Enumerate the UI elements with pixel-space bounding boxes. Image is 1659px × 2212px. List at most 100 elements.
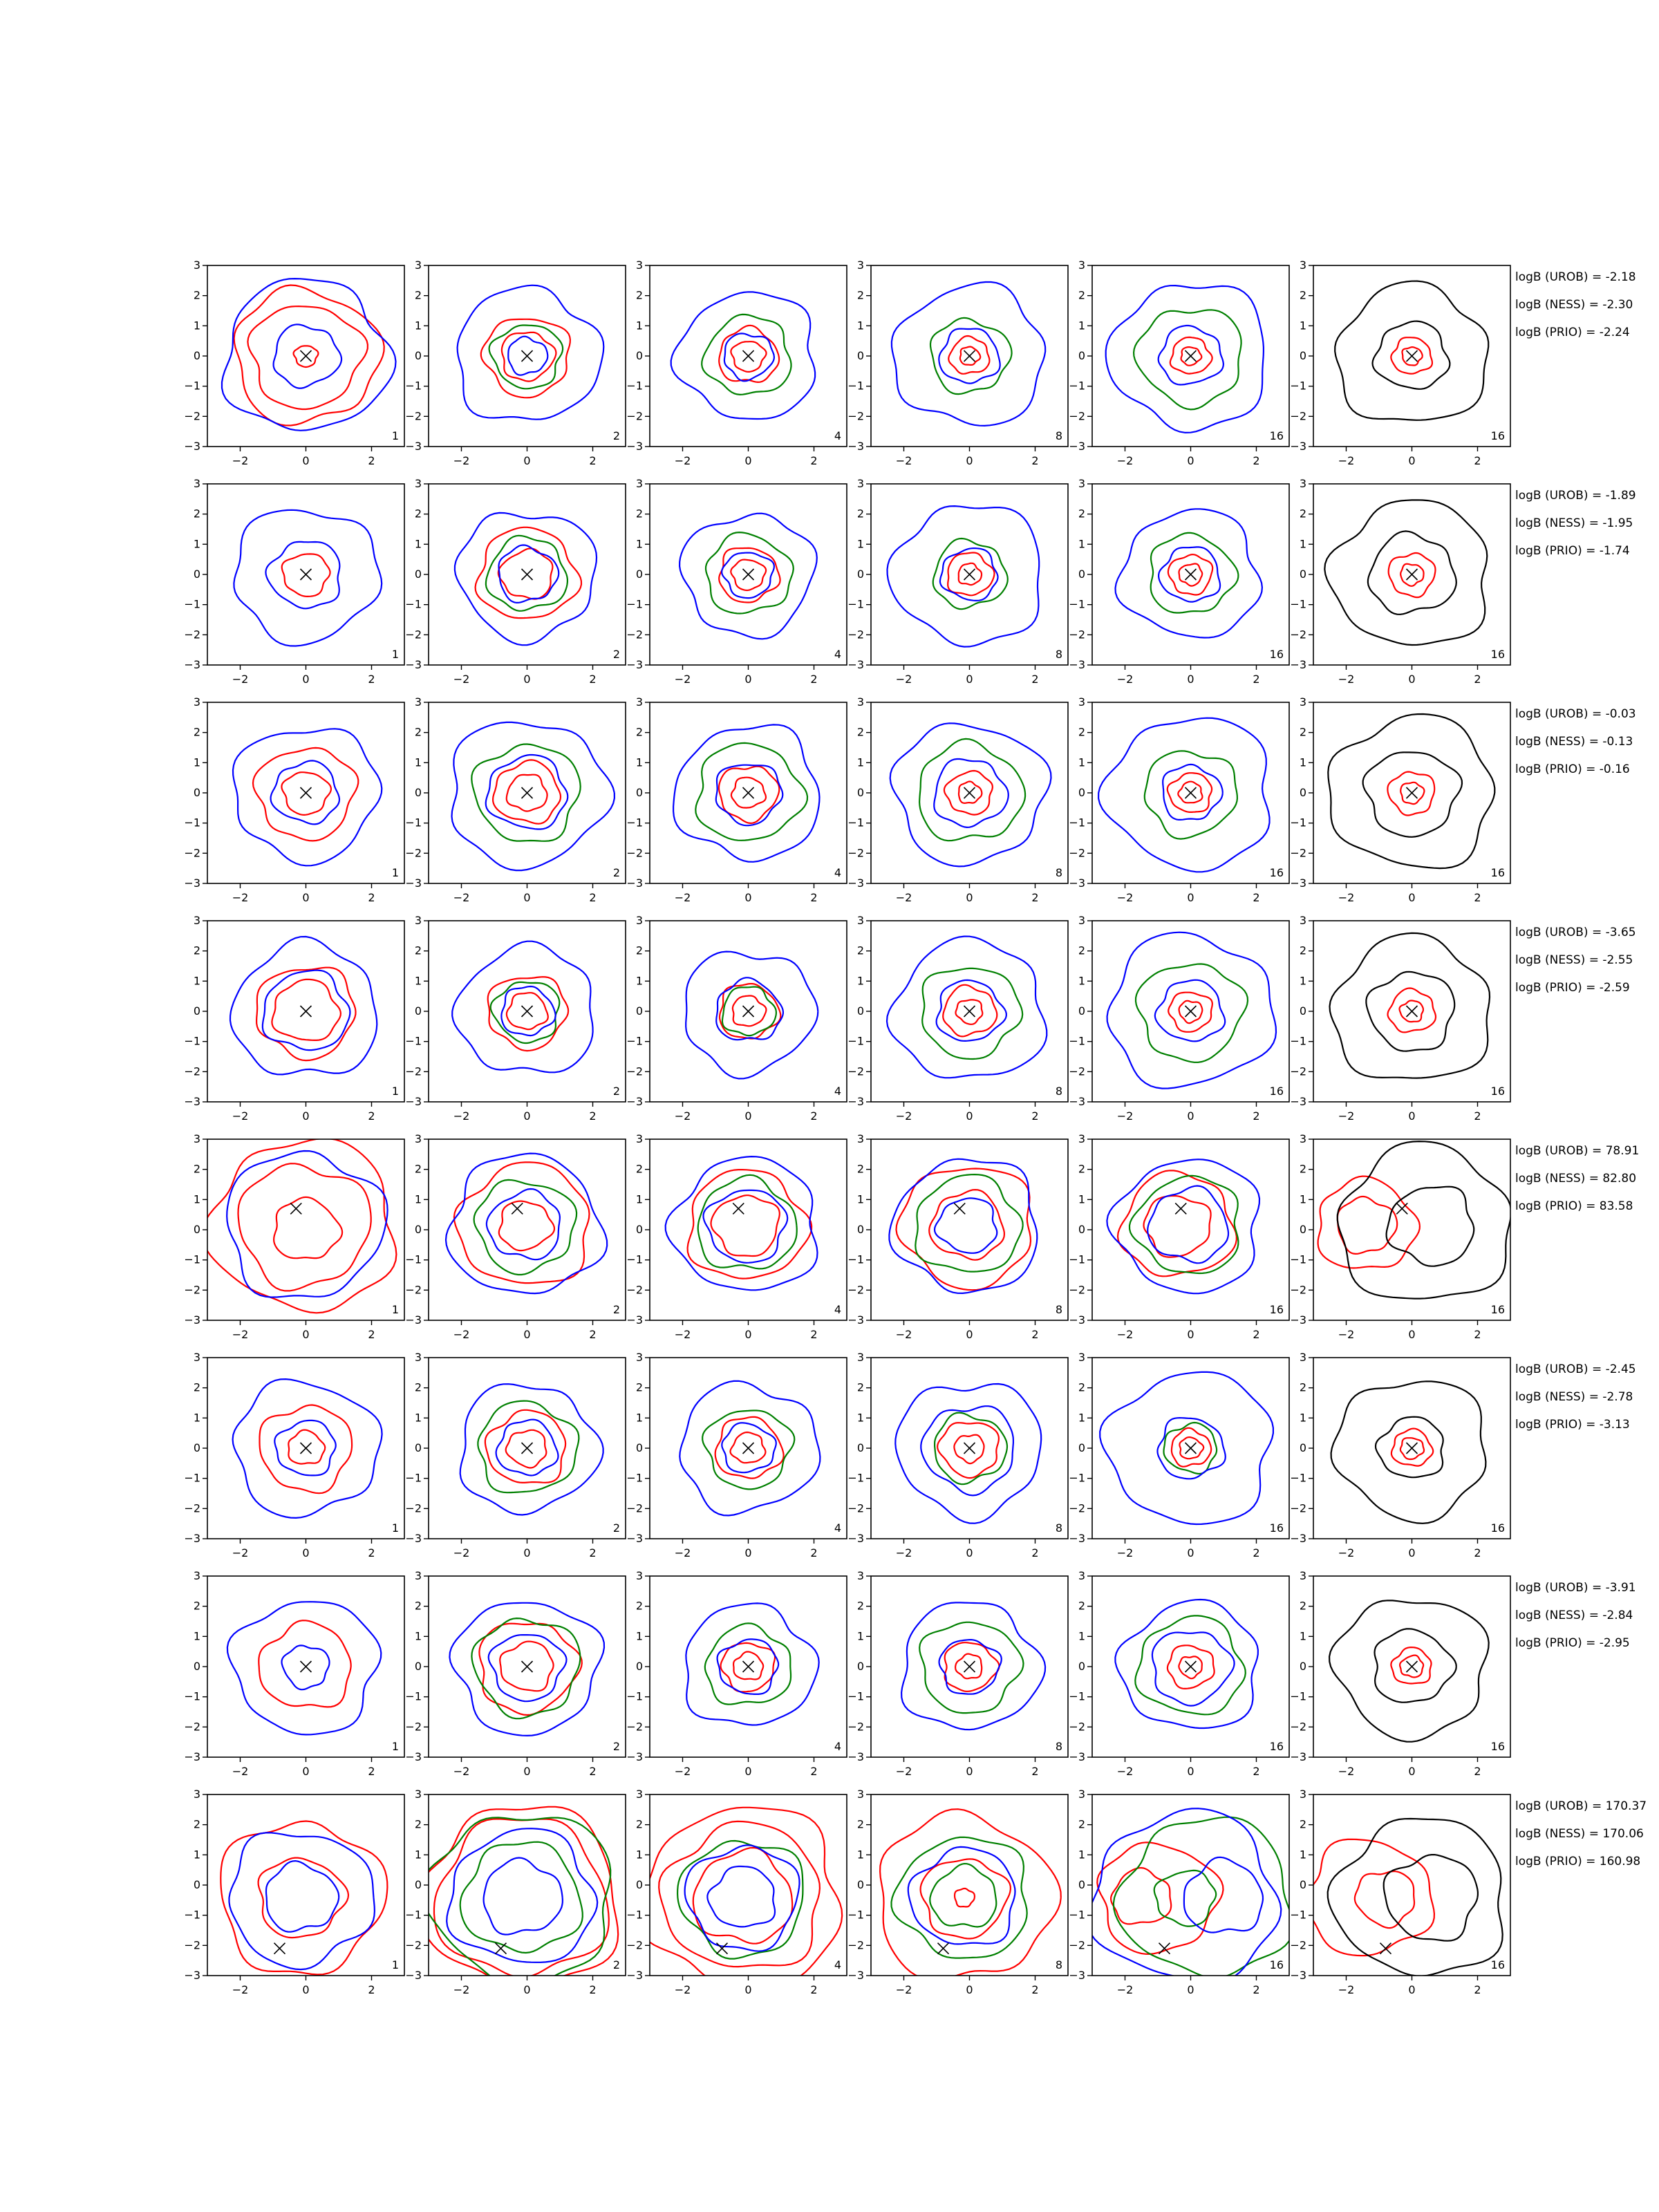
contour-blue [228,1832,376,1971]
x-tick-label: −2 [1338,1546,1355,1559]
y-tick-label: 1 [194,319,200,332]
panel-count-label: 4 [834,648,841,661]
contour-blue [933,758,1009,829]
y-tick-label: −1 [847,379,864,393]
contour-black [1365,971,1456,1052]
y-tick-label: −2 [1069,846,1085,859]
panel-count-label: 1 [392,648,399,661]
panel-count-label: 16 [1270,1085,1284,1098]
y-tick-label: −3 [184,1095,200,1108]
y-tick-label: 1 [636,319,643,332]
y-tick-label: −1 [1290,1472,1306,1485]
contour-red [1166,772,1213,813]
y-tick-label: 2 [857,1600,864,1613]
panel-count-label: 16 [1270,1958,1284,1971]
contour-blue [723,332,776,382]
center-marker [299,1442,312,1454]
contour-red [720,1642,776,1693]
y-tick-label: 1 [1078,974,1085,987]
logb-annotation: logB (UROB) = -3.65 [1515,926,1636,939]
y-tick-label: −3 [626,1095,643,1108]
y-tick-label: 2 [1078,1600,1085,1613]
panel-r2-c2: −2 0 2 −3 −2 −1 0 1 2 3 2 [405,477,626,686]
y-tick-label: −3 [1290,1532,1306,1545]
contour-red [233,284,385,427]
center-marker [1184,1660,1197,1673]
panel-r1-c5: −2 0 2 −3 −2 −1 0 1 2 3 16 [1069,259,1290,467]
y-tick-label: −3 [847,877,864,890]
panel-r6-c6: −2 0 2 −3 −2 −1 0 1 2 3 16 [1290,1351,1511,1559]
y-tick-label: 1 [1300,1629,1306,1642]
contour-red [953,1887,976,1908]
x-tick-label: 2 [810,1546,817,1559]
y-tick-label: −2 [1290,409,1306,422]
y-tick-label: 0 [415,1441,422,1454]
y-tick-label: −2 [1290,1720,1306,1733]
contour-black [1327,713,1496,870]
x-tick-label: −2 [1117,454,1134,467]
x-tick-label: 2 [1253,673,1259,686]
y-tick-label: 1 [415,974,422,987]
y-tick-label: −1 [1069,1035,1085,1048]
y-tick-label: 3 [1300,1788,1306,1801]
y-tick-label: −1 [1290,816,1306,830]
x-tick-label: 0 [302,673,309,686]
panel-count-label: 16 [1270,866,1284,879]
x-tick-label: 2 [1253,1765,1259,1778]
contour-red [718,765,780,825]
contour-lines [1106,1159,1261,1295]
contour-lines [459,1383,604,1516]
contour-red [1116,1170,1237,1277]
y-tick-label: 0 [415,786,422,799]
y-tick-label: 0 [857,1878,864,1891]
y-tick-label: 3 [1078,695,1085,709]
x-tick-label: −2 [1338,454,1355,467]
contour-red [944,1642,1000,1692]
contour-green [485,534,568,612]
center-marker [299,1005,312,1018]
x-tick-label: 2 [810,673,817,686]
x-tick-label: 0 [966,1765,973,1778]
contour-green [489,981,561,1044]
y-tick-label: −2 [847,1501,864,1515]
contour-blue [721,1422,777,1474]
x-tick-label: 0 [1408,1765,1415,1778]
contour-red [947,552,995,597]
contour-red [1353,1870,1416,1929]
center-marker [521,787,534,799]
contour-red [474,526,583,619]
y-tick-label: 1 [857,1848,864,1861]
y-tick-label: −1 [405,1690,422,1703]
panel-r1-c3: −2 0 2 −3 −2 −1 0 1 2 3 4 [626,259,847,467]
panel-count-label: 8 [1056,648,1062,661]
contour-lines [221,277,397,431]
contour-blue [716,1638,780,1695]
x-tick-label: −2 [896,673,912,686]
y-tick-label: 0 [1078,1660,1085,1673]
y-tick-label: 0 [1300,1878,1306,1891]
center-marker [1184,350,1197,362]
logb-annotation: logB (UROB) = 78.91 [1515,1144,1639,1158]
y-tick-label: 2 [636,944,643,957]
contour-black [1329,932,1491,1079]
y-tick-label: 3 [1300,259,1306,272]
contour-red [433,1818,610,1976]
contour-blue [679,1380,821,1517]
x-tick-label: 0 [966,1328,973,1341]
x-tick-label: 2 [589,454,596,467]
y-tick-label: −2 [1290,628,1306,641]
x-tick-label: 0 [523,673,530,686]
x-tick-label: 0 [523,1546,530,1559]
x-tick-label: 0 [1408,1328,1415,1341]
logb-annotation: logB (NESS) = 82.80 [1515,1172,1636,1185]
y-tick-label: 3 [194,695,200,709]
y-tick-label: 3 [636,1351,643,1364]
y-tick-label: 0 [636,1223,643,1236]
logb-annotation: logB (NESS) = -1.95 [1515,516,1633,530]
y-tick-label: −1 [1290,379,1306,393]
contour-red [1110,1866,1172,1925]
y-tick-label: 3 [857,1132,864,1145]
contour-red [1399,1437,1425,1461]
contour-lines [451,721,616,872]
contour-blue [446,1828,599,1963]
